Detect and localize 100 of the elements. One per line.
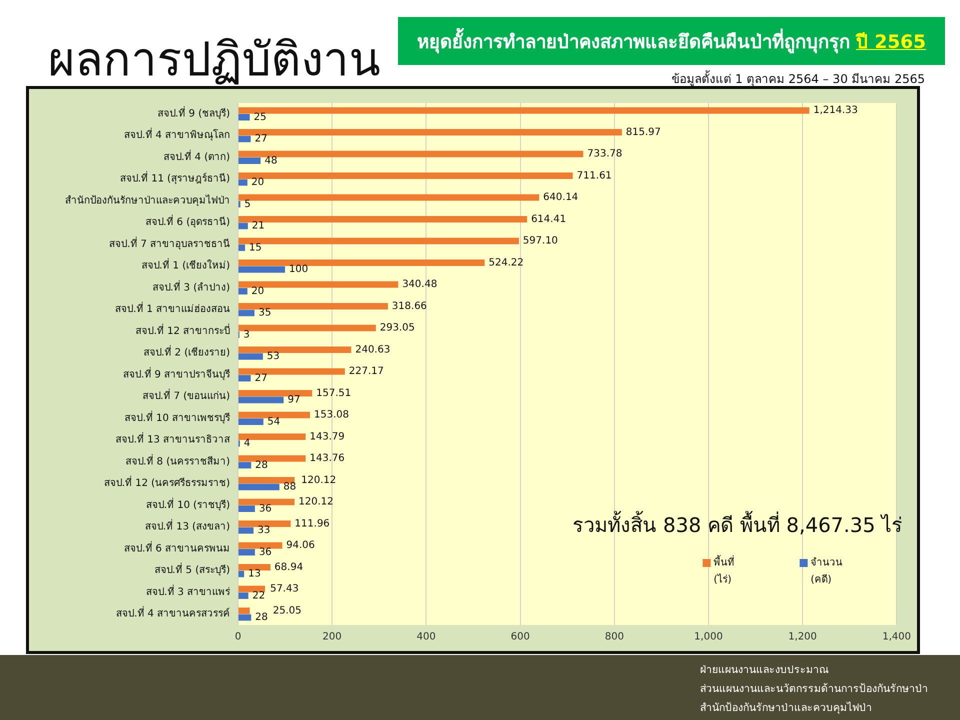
- y-tick-label: สจป.ที่ 4 สาขานครสวรรค์: [116, 606, 230, 620]
- bar: [238, 179, 248, 186]
- data-label: 36: [258, 503, 272, 514]
- bar: [238, 114, 250, 120]
- bar: [238, 238, 519, 244]
- bar: [238, 592, 248, 599]
- data-label: 97: [288, 394, 300, 406]
- y-tick-label: สจป.ที่ 3 สาขาแพร่: [146, 584, 231, 598]
- data-label: 35: [258, 308, 272, 319]
- data-label: 27: [254, 134, 268, 145]
- data-label: 33: [258, 525, 270, 536]
- data-label: 3: [243, 329, 250, 340]
- bar: [238, 150, 584, 158]
- data-label: 25: [254, 112, 266, 123]
- text: ส่วนแผนงานและนวัตกรรมด้านการป้องกันรักษาป่า: [700, 682, 928, 697]
- text: ข้อมูลตั้งแต่ 1 ตุลาคม 2564 – 30 มีนาคม 2565: [671, 69, 925, 88]
- bar: [238, 477, 295, 484]
- bar: [238, 396, 284, 404]
- data-label: 111.96: [294, 518, 330, 530]
- data-label: 143.79: [310, 431, 345, 442]
- bar: [238, 172, 573, 179]
- data-label: 21: [252, 220, 265, 232]
- data-label: 143.76: [310, 453, 345, 464]
- bar: [238, 418, 264, 425]
- y-tick-label: สจป.ที่ 3 (ลำปาง): [152, 279, 230, 294]
- bar: [238, 608, 250, 614]
- data-label: 27: [254, 372, 268, 384]
- bar: [238, 260, 485, 266]
- data-label: 340.48: [402, 279, 438, 290]
- text: สำนักป้องกันรักษาป่าและควบคุมไฟป่า: [700, 700, 872, 716]
- bar: [238, 244, 246, 251]
- bar: [238, 368, 345, 375]
- legend-label: จำนวน (คดี): [810, 558, 843, 586]
- data-label: 20: [251, 286, 264, 297]
- bar: [238, 564, 270, 570]
- bar: [238, 281, 398, 288]
- data-label: 524.22: [488, 257, 524, 268]
- bar: [238, 498, 295, 506]
- y-tick-label: สจป.ที่ 12 สาขากระบี่: [136, 322, 230, 337]
- data-label: 88: [283, 482, 296, 493]
- bar: [238, 310, 254, 316]
- y-tick-label: สจป.ที่ 6 สาขานครพนม: [124, 540, 230, 554]
- x-tick-label: 200: [322, 632, 342, 643]
- bar: [238, 353, 263, 360]
- legend-label: พื้นที่ (ไร่): [714, 554, 735, 586]
- data-label: 5: [244, 198, 251, 210]
- y-tick-label: สจป.ที่ 2 (เชียงราย): [143, 344, 230, 359]
- data-label: 28: [255, 612, 268, 624]
- x-tick-label: 400: [416, 632, 436, 643]
- bar: [238, 129, 622, 136]
- y-tick-label: สจป.ที่ 9 (ชลบุรี): [157, 105, 230, 120]
- bar: [238, 462, 252, 468]
- data-label: 54: [267, 416, 280, 428]
- y-tick-label: สจป.ที่ 9 สาขาปราจีนบุรี: [123, 366, 231, 380]
- bar: [238, 346, 352, 353]
- y-tick-label: สจป.ที่ 13 สาขานราธิวาส: [116, 432, 230, 446]
- x-tick-label: 1,000: [694, 632, 723, 643]
- bar: [238, 434, 306, 440]
- bar: [238, 527, 254, 534]
- y-tick-label: สจป.ที่ 10 สาขาเพชรบุรี: [124, 410, 231, 424]
- bar: [238, 303, 388, 310]
- y-tick-label: สจป.ที่ 6 (อุดรธานี): [145, 214, 230, 228]
- bar: [238, 390, 312, 396]
- data-label: 293.05: [380, 322, 415, 334]
- x-tick-label: 1,400: [882, 632, 912, 643]
- data-label: 20: [251, 177, 264, 188]
- y-tick-label: สจป.ที่ 7 (ขอนแก่น): [142, 388, 230, 402]
- x-tick-label: 1,200: [788, 632, 817, 643]
- bar: [238, 412, 310, 418]
- y-tick-label: สำนักป้องกันรักษาป่าและควบคุมไฟป่า: [65, 194, 230, 206]
- chart-subtitle: หยุดยั้งการทำลายป่าคงสภาพและยึดคืนผืนป่าที่ถูกบุกรุก ปี 2565: [417, 27, 926, 56]
- data-label: 94.06: [286, 540, 315, 552]
- bar: [238, 542, 282, 549]
- x-tick-label: 0: [234, 632, 242, 643]
- y-tick-label: สจป.ที่ 7 สาขาอุบลราชธานี: [109, 236, 230, 250]
- data-label: 240.63: [355, 344, 390, 356]
- data-label: 318.66: [392, 300, 427, 312]
- data-label: 4: [244, 438, 250, 450]
- data-label: 22: [252, 590, 266, 602]
- data-label: 25.05: [272, 605, 302, 616]
- data-label: 157.51: [316, 388, 352, 399]
- data-label: 227.17: [348, 366, 384, 378]
- data-label: 100: [289, 264, 308, 276]
- data-label: 120.12: [301, 474, 336, 486]
- y-tick-label: สจป.ที่ 4 สาขาพิษณุโลก: [124, 127, 230, 142]
- data-label: 53: [266, 351, 280, 362]
- x-tick-label: 800: [604, 632, 624, 643]
- data-label: 36: [258, 546, 272, 558]
- data-label: 815.97: [626, 126, 661, 138]
- y-tick-label: สจป.ที่ 12 (นครศรีธรรมราช): [104, 475, 230, 490]
- bar: [238, 520, 291, 527]
- annotation: รวมทั้งสิ้น 838 คดี พื้นที่ 8,467.35 ไร่: [572, 511, 903, 537]
- y-tick-label: สจป.ที่ 11 (สุราษฎร์ธานี): [120, 170, 230, 185]
- bar: [238, 455, 306, 462]
- bar: [238, 107, 810, 114]
- y-tick-label: สจป.ที่ 1 (เชียงใหม่): [141, 258, 230, 272]
- data-label: 48: [264, 155, 278, 166]
- y-tick-label: สจป.ที่ 4 (ตาก): [163, 148, 230, 163]
- data-label: 68.94: [274, 562, 304, 573]
- bar: [238, 484, 280, 490]
